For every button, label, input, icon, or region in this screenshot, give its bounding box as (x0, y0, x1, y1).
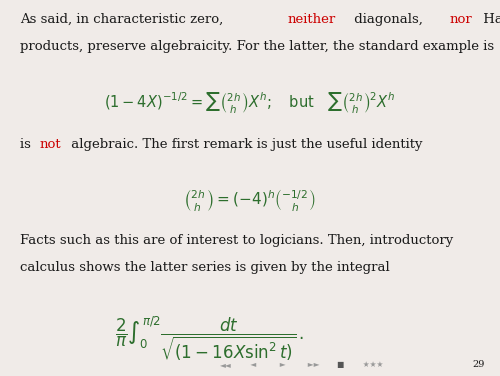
Text: ►►: ►► (302, 360, 319, 369)
Text: is: is (20, 138, 35, 151)
Text: diagonals,: diagonals, (350, 13, 427, 26)
Text: $\dfrac{2}{\pi} \int_0^{\pi/2} \dfrac{dt}{\sqrt{(1 - 16X\sin^2 t)}}\,.$: $\dfrac{2}{\pi} \int_0^{\pi/2} \dfrac{dt… (116, 315, 304, 364)
Text: neither: neither (288, 13, 336, 26)
Text: $\binom{2h}{h} = (-4)^h \binom{-1/2}{h}$: $\binom{2h}{h} = (-4)^h \binom{-1/2}{h}$ (184, 188, 316, 214)
Text: As said, in characteristic zero,: As said, in characteristic zero, (20, 13, 228, 26)
Text: algebraic. The first remark is just the useful identity: algebraic. The first remark is just the … (68, 138, 423, 151)
Text: ◄◄: ◄◄ (220, 360, 232, 369)
Text: calculus shows the latter series is given by the integral: calculus shows the latter series is give… (20, 261, 390, 274)
Text: nor: nor (450, 13, 472, 26)
Text: ★★★: ★★★ (358, 360, 383, 369)
Text: Facts such as this are of interest to logicians. Then, introductory: Facts such as this are of interest to lo… (20, 234, 453, 247)
Text: ■: ■ (330, 360, 344, 369)
Text: not: not (40, 138, 61, 151)
Text: $(1-4X)^{-1/2} = \sum \binom{2h}{h} X^h;\quad \mathrm{but} \quad \sum \binom{2h}: $(1-4X)^{-1/2} = \sum \binom{2h}{h} X^h;… (104, 90, 396, 115)
Text: 29: 29 (472, 360, 485, 369)
Text: ►: ► (275, 360, 285, 369)
Text: products, preserve algebraicity. For the latter, the standard example is: products, preserve algebraicity. For the… (20, 40, 494, 53)
Text: ◄: ◄ (248, 360, 256, 369)
Text: Hadamard: Hadamard (479, 13, 500, 26)
